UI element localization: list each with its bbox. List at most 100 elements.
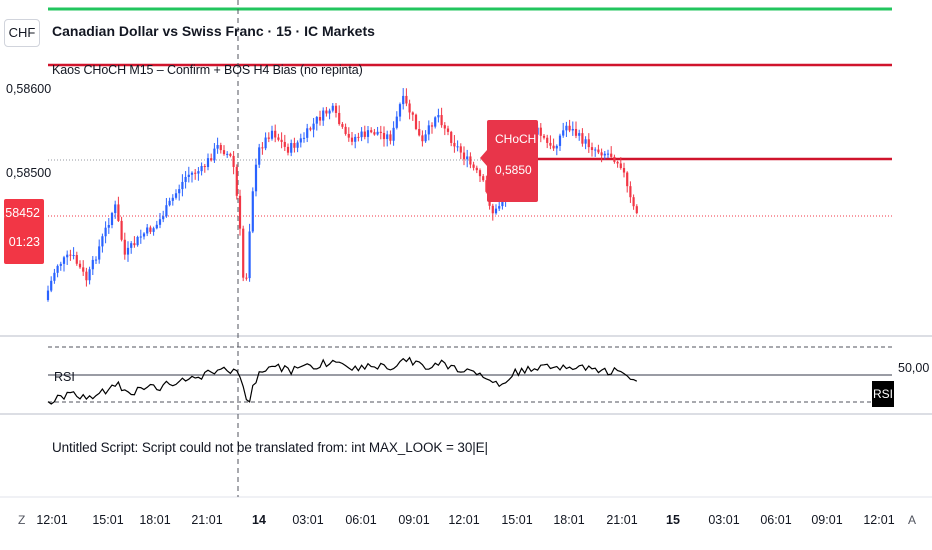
candle-body [568,125,571,131]
candle-body [296,142,299,148]
time-tick: 09:01 [811,513,843,527]
candle-body [578,133,581,136]
candle-body [437,115,440,118]
candle-body [72,255,75,257]
candle-body [373,132,376,135]
time-tick: 12:01 [448,513,480,527]
candle-body [626,172,629,187]
candle-body [370,130,373,133]
candle-body [565,125,568,131]
choch-label[interactable]: CHoCH 0,5850 [480,120,538,202]
time-tick: 21:01 [606,513,638,527]
candle-body [216,145,219,149]
time-tick: 15:01 [92,513,124,527]
candle-body [200,166,203,172]
candle-body [389,134,392,141]
time-tick: 06:01 [760,513,792,527]
candle-body [459,146,462,153]
candle-body [587,139,590,148]
candle-body [264,137,267,149]
time-tick: 03:01 [708,513,740,527]
time-tick: 14 [252,513,266,527]
candle-body [341,124,344,127]
candle-body [309,128,312,130]
candle-body [162,216,165,220]
candle-body [120,220,123,240]
candle-body [482,176,485,181]
candle-body [66,254,69,258]
time-tick: 03:01 [292,513,324,527]
candle-body [344,126,347,134]
candle-body [542,135,546,138]
current-price-value: 0,58452 [0,206,40,220]
candle-body [280,139,283,142]
candle-body [114,204,117,214]
candle-body [392,127,395,141]
candle-body [411,112,414,115]
candle-body [501,199,504,207]
bar-countdown: 01:23 [8,235,40,249]
candle-body [158,219,162,225]
candle-body [110,213,114,225]
candle-body [619,163,622,169]
candle-body [261,147,264,149]
candle-body [456,146,459,148]
candle-body [210,158,213,161]
candle-body [338,112,341,125]
candle-body [277,137,280,140]
candle-body [606,153,610,155]
candle-body [562,130,565,136]
candle-body [546,137,549,143]
candle-body [187,174,190,177]
candle-body [350,137,354,142]
candle-body [581,133,584,144]
candle-body [286,146,290,153]
candle-body [440,115,443,126]
time-tick: 21:01 [191,513,223,527]
candle-body [414,114,418,129]
rsi-value-badge: RSI [872,381,894,407]
candle-body [136,236,139,246]
symbol-button[interactable]: CHF [4,19,40,47]
candle-body [219,145,222,151]
candle-body [88,269,91,281]
candle-body [613,156,616,162]
price-tick: 0,58600 [6,82,52,96]
candle-body [274,130,277,138]
candle-body [418,128,421,136]
candle-body [322,110,325,121]
candle-body [382,132,386,140]
candle-body [632,197,635,207]
candle-body [571,128,574,131]
candle-body [427,125,430,135]
candle-body [453,142,456,147]
candle-body [469,156,472,165]
rsi-pane-label[interactable]: RSI [54,370,75,384]
candle-body [238,195,242,229]
candle-body [123,239,126,255]
candle-body [117,204,120,221]
candle-body [600,152,603,156]
time-tick: 06:01 [345,513,377,527]
candle-body [379,131,382,133]
candle-body [312,123,315,130]
auto-scale-button[interactable]: A [908,513,917,527]
timezone-button[interactable]: Z [18,513,26,527]
candle-body [290,143,293,153]
candle-body [498,206,501,209]
candle-body [398,104,402,117]
chart-title[interactable]: Canadian Dollar vs Swiss Franc · 15 · IC… [52,23,375,39]
script-error-message: Untitled Script: Script could not be tra… [52,440,488,455]
time-tick: 15:01 [501,513,533,527]
candle-body [366,130,370,137]
indicator-title[interactable]: Kaos CHoCH M15 – Confirm + BOS H4 Bias (… [52,63,363,77]
candle-body [206,158,210,168]
candle-body [155,224,158,229]
candle-body [450,131,453,143]
candle-body [584,139,587,144]
candle-body [174,193,178,198]
candle-body [376,131,379,135]
candle-body [597,149,600,153]
candle-body [590,147,594,151]
